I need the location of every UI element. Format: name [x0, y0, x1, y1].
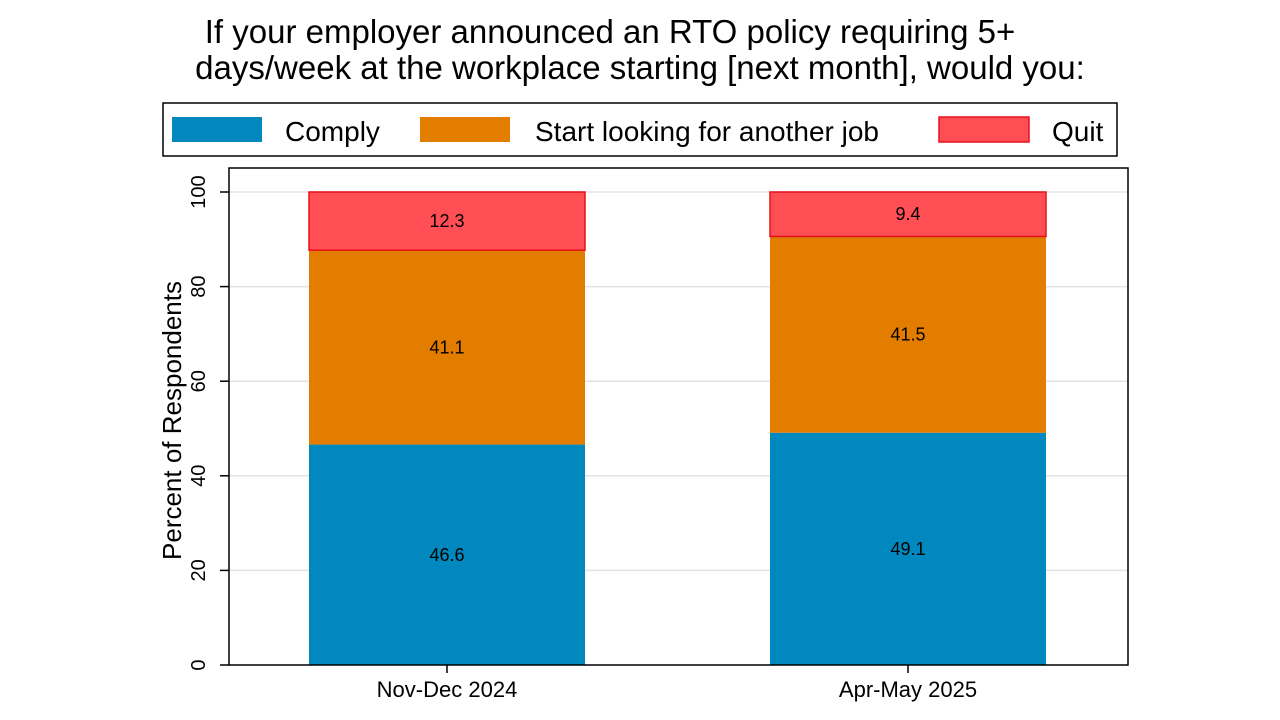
- legend-swatch-2: [938, 116, 1030, 143]
- legend: Comply Start looking for another job Quit: [162, 102, 1118, 157]
- legend-swatch-1: [420, 117, 510, 142]
- chart-title-line-1: If your employer announced an RTO policy…: [204, 13, 1016, 50]
- data-label-2-1: 9.4: [895, 204, 920, 224]
- data-label-0-1: 49.1: [890, 539, 925, 559]
- data-label-2-0: 12.3: [429, 211, 464, 231]
- plot-area: 46.6 41.1 12.3 49.1 41.5 9.4 0 20 40 60 80 100 Perce…: [157, 167, 1129, 702]
- legend-swatch-0: [172, 117, 262, 142]
- bar-segment-start-looking-for-another-job-1: [770, 236, 1046, 433]
- chart-title: If your employer announced an RTO policy…: [0, 14, 1280, 86]
- data-label-1-0: 41.1: [429, 337, 464, 357]
- legend-label-1: Start looking for another job: [535, 116, 879, 147]
- y-tick-label-100: 100: [188, 175, 210, 208]
- y-tick-label-20: 20: [188, 559, 210, 581]
- y-tick-label-60: 60: [188, 370, 210, 392]
- legend-label-0: Comply: [285, 116, 380, 147]
- data-label-0-0: 46.6: [429, 545, 464, 565]
- y-tick-label-0: 0: [188, 659, 210, 670]
- bar-segment-quit-0: [308, 191, 586, 251]
- data-label-1-1: 41.5: [890, 325, 925, 345]
- bar-segment-quit-1: [769, 191, 1047, 238]
- x-tick-label-1: Apr-May 2025: [839, 677, 977, 702]
- bar-segment-start-looking-for-another-job-0: [309, 250, 585, 445]
- plot-frame: [228, 167, 1129, 666]
- y-tick-label-80: 80: [188, 275, 210, 297]
- y-tick-label-40: 40: [188, 465, 210, 487]
- bar-segment-comply-0: [309, 444, 585, 665]
- y-axis-label: Percent of Respondents: [157, 281, 187, 560]
- x-tick-label-0: Nov-Dec 2024: [377, 677, 518, 702]
- chart-title-line-2: days/week at the workplace starting [nex…: [195, 49, 1085, 86]
- legend-label-2: Quit: [1052, 116, 1104, 147]
- bar-segment-comply-1: [770, 432, 1046, 665]
